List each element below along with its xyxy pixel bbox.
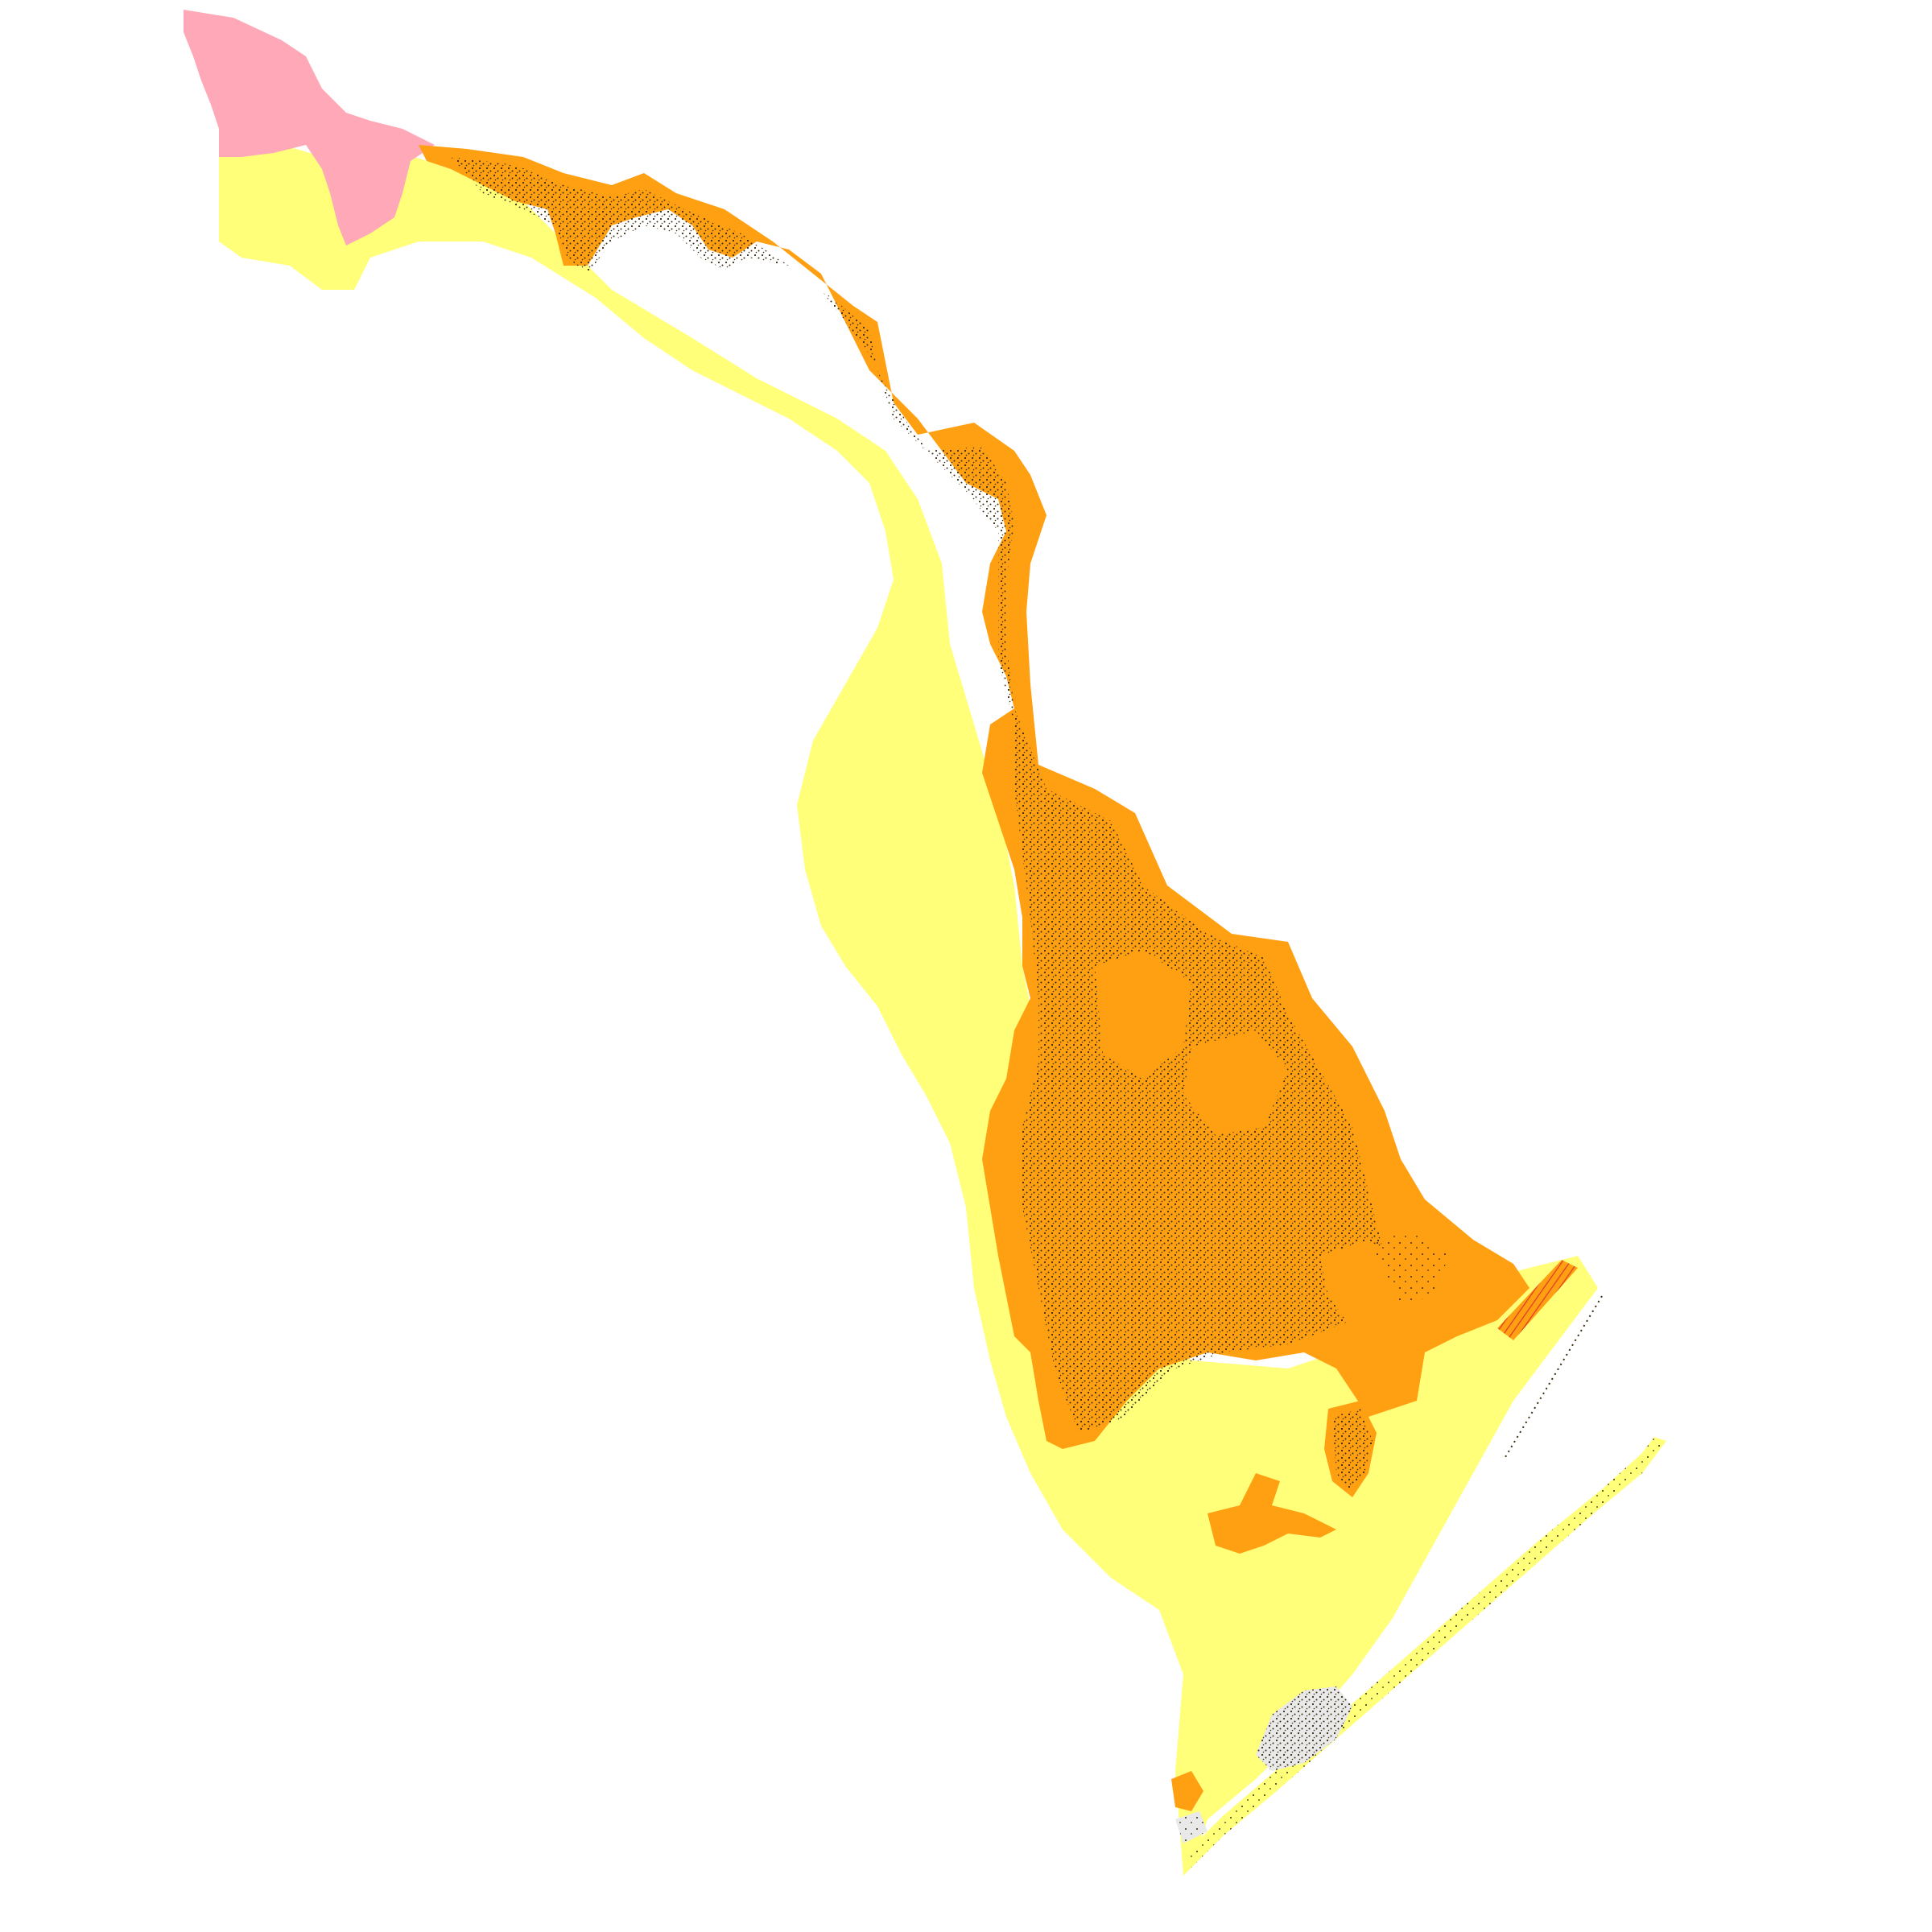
region-pink-zone — [184, 10, 435, 246]
region-orange-island-1 — [1208, 1473, 1336, 1554]
region-lagoon-water — [1328, 1288, 1598, 1739]
region-urban-patch — [1175, 1686, 1352, 1843]
region-orange-zone — [419, 145, 1530, 1449]
region-yellow-zone — [219, 145, 1598, 1876]
region-orange-island-3 — [1171, 1771, 1203, 1811]
region-red-hatch-strip — [1497, 1260, 1578, 1340]
